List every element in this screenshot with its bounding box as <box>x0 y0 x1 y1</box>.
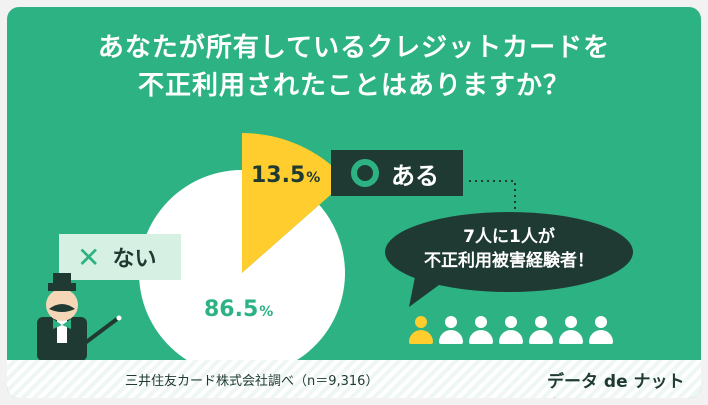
pct-unit-no: % <box>259 304 274 320</box>
bubble-line-2: 不正利用被害経験者！ <box>424 251 594 271</box>
pct-label-no: 86.5% <box>204 297 273 322</box>
person-icon <box>409 316 433 346</box>
person-icon <box>559 316 583 346</box>
mascot-icon <box>37 273 122 361</box>
decorations <box>37 180 633 361</box>
legend-label-no: ない <box>112 247 157 272</box>
footer: 三井住友カード株式会社調べ（n＝9,316） データ de ナットク <box>7 360 701 398</box>
speech-bubble-tail <box>409 277 439 307</box>
brand-logo: データ de ナットク <box>547 372 685 398</box>
source-note: 三井住友カード株式会社調べ（n＝9,316） <box>125 374 379 389</box>
infographic-card: あなたが所有しているクレジットカードを 不正利用されたことはありますか？ 13.… <box>7 7 701 398</box>
pie-slice-no <box>139 170 345 376</box>
legend-tag-no: ✕ ない <box>59 234 181 280</box>
legend-tag-yes: ある <box>331 150 463 196</box>
pct-label-yes: 13.5% <box>251 163 320 188</box>
pct-unit-yes: % <box>306 170 321 186</box>
person-icon <box>469 316 493 346</box>
cross-icon: ✕ <box>77 240 101 274</box>
person-icon <box>529 316 553 346</box>
pct-value-yes: 13.5 <box>251 163 306 188</box>
circle-icon <box>351 159 379 187</box>
pct-value-no: 86.5 <box>204 297 259 322</box>
person-icon <box>439 316 463 346</box>
people-row <box>409 316 619 346</box>
title-line-1: あなたが所有しているクレジットカードを <box>97 33 611 63</box>
page-title: あなたが所有しているクレジットカードを 不正利用されたことはありますか？ <box>7 29 701 105</box>
speech-bubble <box>385 212 633 292</box>
pie-slice-yes <box>242 133 348 273</box>
person-icon <box>589 316 613 346</box>
person-icon <box>499 316 523 346</box>
pie-chart <box>139 133 348 376</box>
dotted-connector <box>469 180 516 211</box>
title-line-2: 不正利用されたことはありますか？ <box>137 71 570 101</box>
bubble-line-1: 7人に1人が <box>463 227 555 247</box>
bubble-text: 7人に1人が 不正利用被害経験者！ <box>387 225 631 273</box>
legend-label-yes: ある <box>391 161 439 190</box>
